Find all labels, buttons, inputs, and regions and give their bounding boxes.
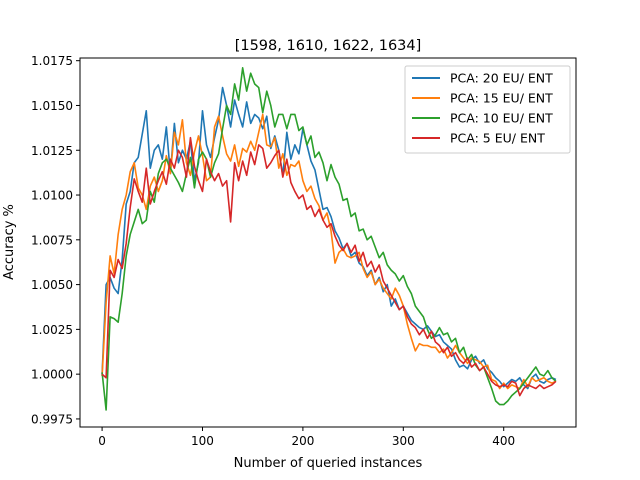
- x-tick-label: 300: [392, 434, 415, 448]
- x-tick-label: 100: [191, 434, 214, 448]
- y-tick-label: 1.0075: [31, 233, 73, 247]
- y-tick-label: 0.9975: [31, 412, 73, 426]
- chart-title: [1598, 1610, 1622, 1634]: [235, 38, 422, 54]
- legend-box: [404, 65, 571, 154]
- y-tick-label: 1.0000: [31, 368, 73, 382]
- plot-lines: [101, 67, 557, 411]
- x-tick-label: 400: [492, 434, 515, 448]
- y-tick-label: 1.0175: [31, 54, 73, 68]
- x-tick-label: 200: [291, 434, 314, 448]
- y-tick-label: 1.0125: [31, 144, 73, 158]
- series-line-4: [101, 136, 557, 397]
- legend-label-3: PCA: 10 EU/ ENT: [450, 111, 553, 126]
- y-axis-title: Accuracy %: [2, 204, 17, 280]
- legend: PCA: 20 EU/ ENT PCA: 15 EU/ ENT PCA: 10 EU…: [404, 65, 571, 154]
- y-tick-label: 1.0025: [31, 323, 73, 337]
- legend-label-2: PCA: 15 EU/ ENT: [450, 91, 553, 106]
- x-tick-label: 0: [98, 434, 106, 448]
- x-axis-title: Number of queried instances: [234, 456, 423, 471]
- x-axis: 0 100 200 300 400: [98, 427, 515, 448]
- legend-label-4: PCA: 5 EU/ ENT: [450, 131, 545, 146]
- y-tick-label: 1.0100: [31, 189, 73, 203]
- y-tick-label: 1.0050: [31, 278, 73, 292]
- legend-label-1: PCA: 20 EU/ ENT: [450, 71, 553, 86]
- plot-frame: [79, 57, 577, 428]
- y-axis: 0.9975 1.0000 1.0025 1.0050 1.0075 1.0100 1.01…: [31, 54, 80, 426]
- series-line-2: [101, 113, 557, 390]
- y-tick-label: 1.0150: [31, 99, 73, 113]
